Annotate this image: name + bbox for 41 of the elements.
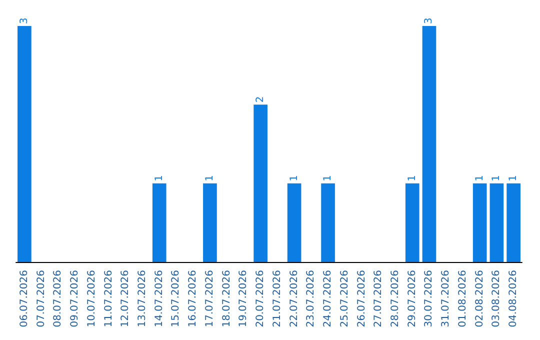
data-label: 3	[424, 18, 435, 24]
x-tick-label: 09.07.2026	[70, 270, 81, 328]
x-tick-label: 07.07.2026	[36, 270, 47, 328]
x-tick-label: 30.07.2026	[424, 270, 435, 328]
data-label: 1	[322, 174, 334, 182]
x-tick-label: 10.07.2026	[86, 270, 98, 328]
x-tick-label: 21.07.2026	[272, 270, 283, 328]
x-tick-label: 12.07.2026	[120, 270, 132, 328]
x-tick-label: 23.07.2026	[306, 270, 317, 328]
x-tick-label: 01.08.2026	[457, 270, 468, 328]
x-tick-label: 15.07.2026	[170, 270, 182, 328]
data-label: 1	[508, 174, 520, 182]
x-tick-label: 04.08.2026	[508, 270, 520, 328]
data-label: 1	[204, 174, 216, 182]
x-tick-label: 22.07.2026	[288, 270, 300, 328]
x-tick-label: 29.07.2026	[406, 270, 418, 328]
data-label: 3	[18, 18, 30, 24]
x-tick-label: 18.07.2026	[221, 270, 232, 328]
data-label: 2	[255, 96, 266, 103]
x-tick-label: 20.07.2026	[255, 270, 266, 328]
x-tick-label: 24.07.2026	[322, 270, 334, 328]
x-tick-label: 31.07.2026	[440, 270, 452, 328]
data-label: 1	[491, 174, 502, 182]
x-tick-label: 02.08.2026	[474, 270, 486, 328]
x-tick-label: 11.07.2026	[103, 270, 114, 328]
data-label: 1	[474, 174, 486, 182]
x-tick-label: 26.07.2026	[356, 270, 368, 328]
x-tick-label: 06.07.2026	[18, 270, 30, 328]
x-tick-label: 13.07.2026	[137, 270, 148, 328]
data-label: 1	[406, 174, 418, 182]
x-tick-label: 17.07.2026	[204, 270, 216, 328]
x-tick-label: 16.07.2026	[188, 270, 199, 328]
data-label: 1	[154, 174, 165, 182]
x-tick-label: 28.07.2026	[390, 270, 401, 328]
x-tick-label: 03.08.2026	[491, 270, 502, 328]
x-tick-label: 25.07.2026	[339, 270, 350, 328]
x-tick-label: 27.07.2026	[373, 270, 384, 328]
data-label: 1	[288, 174, 300, 182]
x-tick-label: 19.07.2026	[238, 270, 250, 328]
x-tick-label: 14.07.2026	[154, 270, 165, 328]
x-tick-label: 08.07.2026	[52, 270, 64, 328]
